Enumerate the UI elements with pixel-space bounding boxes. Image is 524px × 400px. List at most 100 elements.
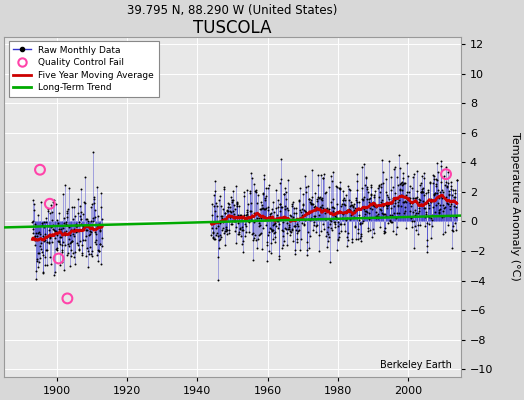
Point: [414, 208, 423, 215]
Point: [279, 242, 287, 248]
Point: [381, 202, 390, 208]
Point: [431, 190, 440, 196]
Point: [40, 218, 48, 225]
Point: [70, 254, 78, 260]
Point: [221, 210, 230, 217]
Point: [329, 204, 337, 211]
Point: [72, 220, 81, 227]
Point: [248, 230, 257, 237]
Point: [316, 206, 324, 212]
Point: [66, 232, 74, 238]
Point: [211, 236, 220, 242]
Point: [248, 217, 256, 224]
Point: [365, 210, 373, 216]
Point: [221, 210, 230, 216]
Point: [232, 183, 240, 190]
Point: [302, 208, 310, 215]
Point: [392, 231, 400, 237]
Point: [414, 199, 423, 205]
Point: [298, 212, 307, 218]
Point: [92, 184, 101, 190]
Point: [425, 202, 433, 208]
Point: [73, 223, 82, 230]
Point: [436, 206, 444, 213]
Point: [209, 234, 217, 241]
Point: [334, 223, 342, 229]
Point: [315, 195, 324, 201]
Point: [320, 171, 328, 177]
Point: [287, 227, 296, 234]
Point: [386, 219, 395, 225]
Point: [441, 204, 449, 210]
Point: [244, 212, 253, 219]
Point: [356, 221, 364, 227]
Point: [404, 172, 412, 179]
Point: [435, 208, 443, 215]
Point: [379, 211, 388, 218]
Point: [296, 207, 304, 213]
Point: [291, 251, 299, 257]
Point: [214, 233, 223, 240]
Point: [439, 188, 447, 195]
Point: [439, 202, 447, 208]
Point: [264, 185, 272, 192]
Point: [293, 221, 301, 227]
Point: [397, 181, 406, 188]
Point: [358, 196, 367, 202]
Point: [244, 214, 253, 221]
Point: [33, 258, 41, 265]
Point: [236, 212, 244, 218]
Point: [430, 192, 439, 198]
Point: [63, 208, 72, 215]
Point: [63, 295, 72, 302]
Point: [75, 246, 83, 252]
Point: [77, 216, 85, 222]
Point: [285, 226, 293, 232]
Point: [355, 217, 363, 223]
Point: [82, 216, 91, 222]
Point: [48, 208, 56, 215]
Point: [229, 188, 237, 194]
Point: [36, 254, 44, 261]
Point: [48, 239, 57, 245]
Point: [358, 164, 366, 170]
Point: [411, 212, 419, 218]
Point: [32, 256, 41, 262]
Point: [261, 185, 270, 191]
Point: [72, 222, 80, 229]
Point: [232, 203, 241, 210]
Point: [353, 187, 361, 193]
Point: [59, 215, 68, 221]
Point: [408, 223, 416, 230]
Point: [427, 196, 435, 202]
Point: [376, 189, 385, 196]
Point: [298, 220, 306, 226]
Point: [433, 200, 442, 206]
Point: [365, 196, 373, 202]
Point: [295, 198, 303, 205]
Point: [46, 234, 54, 240]
Point: [237, 212, 245, 218]
Point: [399, 170, 407, 176]
Point: [54, 210, 63, 216]
Point: [443, 200, 451, 207]
Point: [448, 227, 456, 234]
Point: [391, 164, 400, 170]
Point: [95, 248, 103, 255]
Point: [46, 210, 54, 216]
Point: [334, 230, 343, 236]
Point: [366, 227, 374, 233]
Point: [341, 202, 349, 208]
Point: [391, 196, 399, 203]
Point: [281, 224, 290, 231]
Point: [88, 247, 96, 254]
Point: [433, 177, 441, 184]
Point: [69, 231, 78, 238]
Point: [442, 171, 450, 177]
Point: [285, 224, 293, 230]
Point: [241, 233, 249, 240]
Point: [212, 225, 221, 232]
Point: [211, 178, 219, 184]
Point: [337, 203, 345, 210]
Point: [443, 183, 452, 189]
